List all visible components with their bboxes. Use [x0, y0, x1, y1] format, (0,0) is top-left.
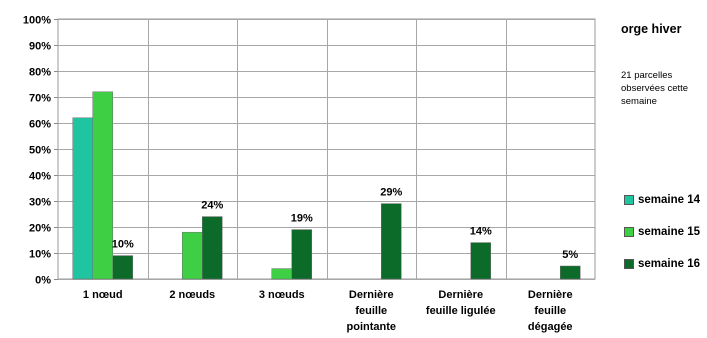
y-tick-label: 0% [35, 275, 51, 287]
data-label: 10% [112, 239, 134, 251]
y-tick-label: 40% [29, 171, 51, 183]
legend-item-semaine-15: semaine 15 [624, 224, 700, 240]
bar-semaine-15-cat-2 [271, 268, 292, 280]
x-tick-label-line: dégagée [528, 321, 573, 333]
x-tick-label-line: Dernière [349, 289, 394, 301]
x-tick-label-line: feuille [534, 305, 566, 317]
bar-semaine-15-cat-0 [92, 91, 113, 280]
legend-item-semaine-16: semaine 16 [624, 256, 700, 272]
data-label: 5% [562, 249, 578, 261]
bars [72, 91, 581, 280]
bar-semaine-16-cat-4 [470, 242, 491, 280]
legend-label: semaine 16 [638, 258, 701, 270]
y-tick-label: 60% [29, 119, 51, 131]
y-axis: 0% 10% 20% 30% 40% 50% 60% 70% 80% 90% 100% [23, 15, 58, 287]
x-tick-label: Dernière feuille pointante [347, 289, 397, 333]
bar-semaine-16-cat-3 [381, 203, 402, 280]
y-tick-label: 90% [29, 41, 51, 53]
legend-item-semaine-14: semaine 14 [624, 192, 700, 208]
bar-semaine-16-cat-2 [291, 229, 312, 280]
y-tick-label: 20% [29, 223, 51, 235]
x-axis: 1 nœud 2 nœuds 3 nœuds Dernière feuille point… [83, 289, 573, 333]
x-tick-label-line: feuille ligulée [426, 305, 496, 317]
y-tick-label: 10% [29, 249, 51, 261]
chart-title: orge hiver [621, 22, 682, 36]
bar-semaine-15-cat-1 [182, 231, 203, 280]
bar-semaine-16-cat-1 [202, 216, 223, 280]
x-tick-label-line: 1 nœud [83, 289, 123, 301]
data-labels: 10% 24% 19% 29% 14% 5% [112, 187, 579, 261]
y-tick-label: 50% [29, 145, 51, 157]
legend-swatch [624, 227, 634, 237]
x-tick-label: Dernière feuille ligulée [426, 289, 496, 317]
x-tick-label: Dernière feuille dégagée [528, 289, 573, 333]
data-label: 19% [291, 213, 313, 225]
bar-semaine-16-cat-0 [112, 255, 133, 280]
legend-label: semaine 15 [638, 226, 701, 238]
y-tick-label: 80% [29, 67, 51, 79]
y-tick-label: 100% [23, 15, 51, 27]
legend-swatch [624, 195, 634, 205]
y-tick-label: 30% [29, 197, 51, 209]
x-tick-label: 1 nœud [83, 289, 123, 301]
x-tick-label-line: 3 nœuds [259, 289, 305, 301]
x-tick-label-line: 2 nœuds [169, 289, 215, 301]
x-tick-label-line: Dernière [438, 289, 483, 301]
legend-label: semaine 14 [638, 194, 701, 206]
legend-swatch [624, 259, 634, 269]
legend: semaine 14 semaine 15 semaine 16 [624, 192, 700, 288]
bar-semaine-16-cat-5 [560, 265, 581, 280]
x-tick-label: 2 nœuds [169, 289, 215, 301]
x-tick-label-line: Dernière [528, 289, 573, 301]
bar-semaine-14-cat-0 [72, 117, 93, 280]
data-label: 14% [470, 226, 492, 238]
x-tick-label-line: pointante [347, 321, 397, 333]
chart-note: 21 parcelles observées cette semaine [621, 70, 689, 107]
data-label: 29% [380, 187, 402, 199]
x-tick-label-line: feuille [355, 305, 387, 317]
x-tick-label: 3 nœuds [259, 289, 305, 301]
data-label: 24% [201, 200, 223, 212]
grid-lines [57, 18, 596, 280]
y-tick-label: 70% [29, 93, 51, 105]
